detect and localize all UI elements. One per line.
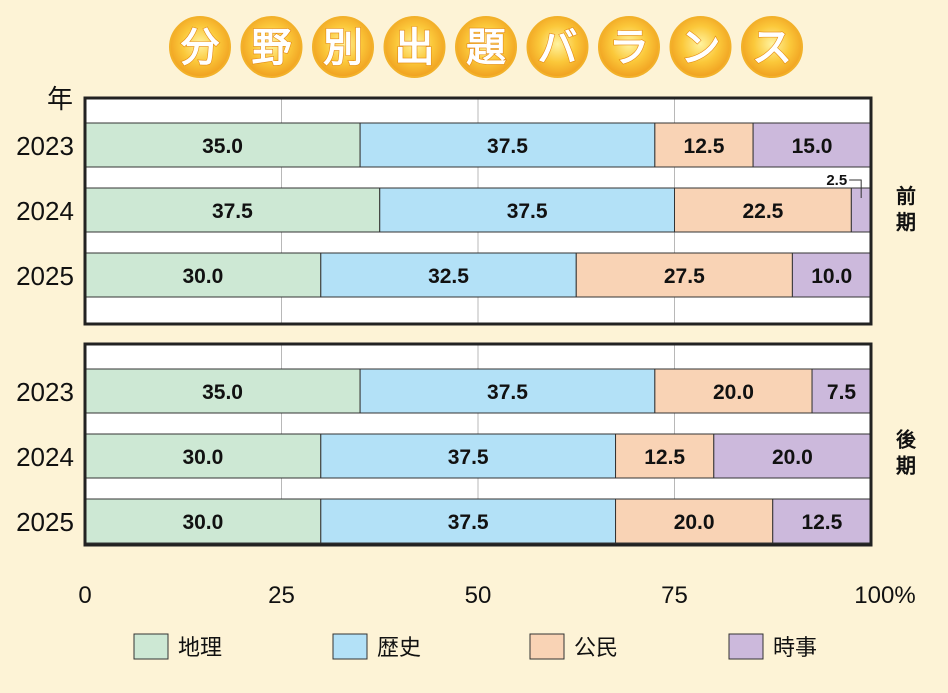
panel-frame [83, 342, 873, 547]
data-label: 37.5 [487, 381, 528, 404]
title-char: バ [538, 25, 578, 71]
year-label: 2023 [16, 377, 74, 407]
legend-swatch [133, 633, 169, 660]
data-label: 32.5 [428, 265, 469, 288]
x-tick-label: 25 [268, 582, 295, 609]
data-label: 30.0 [182, 265, 223, 288]
panel-frame [83, 96, 873, 326]
bar-segment [615, 433, 715, 479]
title-char: ラ [609, 25, 649, 71]
title-char: 野 [252, 25, 292, 71]
bar-segment [84, 368, 361, 414]
title-badge [598, 16, 660, 78]
group-label-char: 期 [896, 454, 916, 478]
data-label: 20.0 [674, 511, 715, 534]
bar-segment [713, 433, 872, 479]
data-label: 12.5 [801, 511, 842, 534]
chart-title: 分野別出題バランス [169, 16, 803, 78]
bar-segment [359, 368, 656, 414]
data-label: 30.0 [182, 446, 223, 469]
group-label: 後期 [896, 428, 917, 478]
data-label: 35.0 [202, 381, 243, 404]
x-tick-label: 0 [78, 582, 91, 609]
title-badge [455, 16, 517, 78]
legend-label: 地理 [178, 636, 222, 661]
year-label: 2025 [16, 507, 74, 537]
callout-line [849, 179, 862, 198]
data-label: 37.5 [212, 200, 253, 223]
data-label: 27.5 [664, 265, 705, 288]
legend: 地理 歴史 公民 時事 [133, 633, 817, 661]
data-label: 20.0 [772, 446, 813, 469]
data-label: 2.5 [826, 172, 847, 189]
data-label: 15.0 [792, 135, 833, 158]
title-badge [312, 16, 374, 78]
data-label: 35.0 [202, 135, 243, 158]
title-char: 別 [323, 25, 363, 71]
title-badge [169, 16, 231, 78]
legend-label: 公民 [574, 636, 618, 661]
plot-area: 年 35.0 37.5 12.5 15.0 2023 37.5 37.5 22.5 2.5 2024… [16, 84, 917, 547]
bar-segment [379, 187, 675, 233]
group-label-char: 前 [896, 184, 916, 208]
year-label: 2024 [16, 196, 74, 226]
group-label-char: 期 [896, 210, 916, 234]
title-char: ン [681, 25, 721, 71]
title-badge [240, 16, 303, 78]
x-tick-label: 100% [854, 582, 915, 609]
group-label: 前期 [896, 184, 916, 234]
data-label: 12.5 [644, 446, 685, 469]
legend-swatch [529, 633, 565, 660]
bar-segment [84, 252, 322, 298]
data-label: 37.5 [487, 135, 528, 158]
data-label: 12.5 [684, 135, 725, 158]
title-badge [526, 16, 589, 78]
bar-segment [575, 252, 793, 298]
group-label-char: 後 [896, 428, 917, 452]
title-char: 分 [180, 25, 220, 71]
title-badge [741, 16, 803, 78]
year-label: 2025 [16, 261, 74, 291]
data-label: 10.0 [811, 265, 852, 288]
x-tick-label: 75 [661, 582, 688, 609]
bar-segment [791, 252, 872, 298]
bar-segment [772, 498, 872, 544]
title-badge [669, 16, 732, 78]
bar-segment [320, 433, 617, 479]
data-label: 20.0 [713, 381, 754, 404]
bar-segment [84, 498, 322, 544]
legend-label: 歴史 [377, 636, 421, 661]
data-label: 30.0 [182, 511, 223, 534]
bar-segment [320, 252, 577, 298]
legend-label: 時事 [773, 636, 817, 661]
bar-segment [615, 498, 774, 544]
data-label: 37.5 [448, 446, 489, 469]
bar-segment [654, 122, 754, 168]
x-axis: 0 25 50 75 100% [78, 582, 915, 609]
y-axis-unit-label: 年 [47, 84, 73, 114]
x-tick-label: 50 [465, 582, 492, 609]
panel-first-term: 35.0 37.5 12.5 15.0 2023 37.5 37.5 22.5 2.5 2024 3… [16, 96, 916, 326]
panel-second-term: 35.0 37.5 20.0 7.5 2023 30.0 37.5 12.5 20.0 2024 3… [16, 342, 917, 547]
title-char: ス [752, 25, 792, 71]
title-char: 題 [466, 25, 506, 71]
year-label: 2024 [16, 442, 74, 472]
bar-segment [320, 498, 617, 544]
title-badge [383, 16, 446, 78]
data-label: 37.5 [448, 511, 489, 534]
data-label: 7.5 [827, 381, 857, 404]
legend-swatch [332, 633, 368, 660]
data-label: 22.5 [742, 200, 783, 223]
bar-segment [674, 187, 852, 233]
bar-segment [84, 187, 381, 233]
title-char: 出 [395, 25, 435, 71]
year-label: 2023 [16, 131, 74, 161]
data-label: 37.5 [507, 200, 548, 223]
bar-segment [654, 368, 813, 414]
legend-swatch [728, 633, 764, 660]
